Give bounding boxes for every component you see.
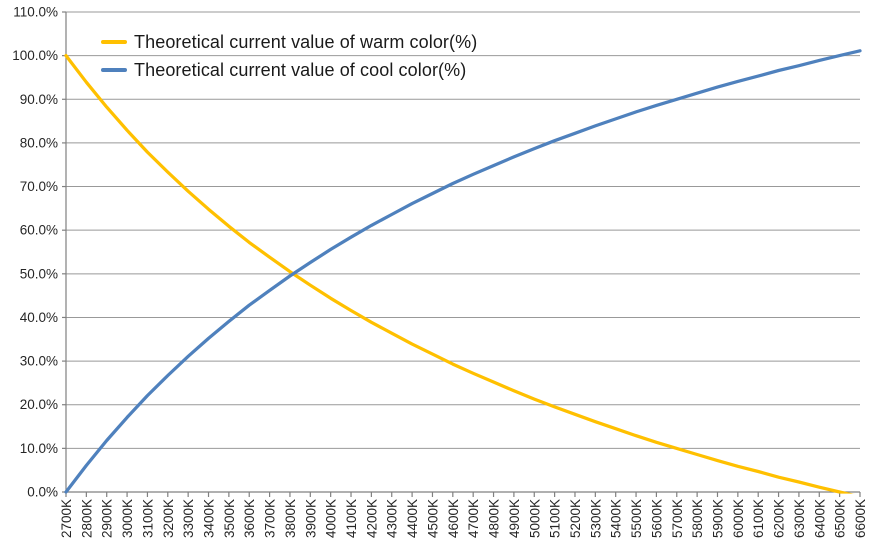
x-tick-label: 3800K	[283, 499, 298, 538]
x-tick-label: 5600K	[649, 499, 664, 538]
x-tick-label: 5800K	[690, 499, 705, 538]
series-line-cool-color	[64, 49, 862, 494]
x-tick-label: 5200K	[568, 499, 583, 538]
legend-label-cool: Theoretical current value of cool color(…	[134, 59, 467, 80]
legend: Theoretical current value of warm color(…	[101, 28, 477, 84]
x-tick-label: 6600K	[853, 499, 868, 538]
x-tick-label: 5300K	[588, 499, 603, 538]
x-tick-label: 6400K	[812, 499, 827, 538]
y-tick-label: 100.0%	[12, 48, 58, 63]
legend-item-cool: Theoretical current value of cool color(…	[101, 56, 477, 84]
x-tick-label: 3700K	[263, 499, 278, 538]
legend-swatch-warm	[101, 40, 127, 44]
x-tick-label: 3300K	[181, 499, 196, 538]
y-tick-label: 0.0%	[27, 485, 58, 500]
x-tick-label: 5900K	[710, 499, 725, 538]
legend-swatch-cool	[101, 68, 127, 72]
x-tick-label: 3500K	[222, 499, 237, 538]
legend-item-warm: Theoretical current value of warm color(…	[101, 28, 477, 56]
y-tick-label: 90.0%	[20, 92, 58, 107]
x-tick-label: 3000K	[120, 499, 135, 538]
y-tick-label: 80.0%	[20, 135, 58, 150]
x-tick-label: 5500K	[629, 499, 644, 538]
x-tick-label: 6200K	[772, 499, 787, 538]
series-line-warm-color	[64, 53, 854, 494]
x-tick-label: 3200K	[161, 499, 176, 538]
x-tick-label: 5700K	[670, 499, 685, 538]
y-tick-label: 20.0%	[20, 397, 58, 412]
y-tick-label: 60.0%	[20, 223, 58, 238]
x-tick-label: 6000K	[731, 499, 746, 538]
x-tick-label: 4900K	[507, 499, 522, 538]
x-tick-label: 3400K	[202, 499, 217, 538]
y-tick-label: 50.0%	[20, 266, 58, 281]
x-tick-label: 4100K	[344, 499, 359, 538]
x-tick-label: 4200K	[364, 499, 379, 538]
x-tick-label: 4700K	[466, 499, 481, 538]
x-tick-label: 3600K	[242, 499, 257, 538]
x-tick-label: 4600K	[446, 499, 461, 538]
x-tick-label: 6300K	[792, 499, 807, 538]
y-tick-label: 110.0%	[13, 5, 58, 20]
x-tick-label: 5000K	[527, 499, 542, 538]
legend-label-warm: Theoretical current value of warm color(…	[134, 31, 478, 52]
x-tick-label: 5400K	[609, 499, 624, 538]
x-tick-label: 2700K	[59, 499, 74, 538]
x-tick-label: 4500K	[425, 499, 440, 538]
x-tick-label: 5100K	[548, 499, 563, 538]
y-tick-label: 70.0%	[20, 179, 58, 194]
y-tick-label: 40.0%	[20, 310, 58, 325]
x-tick-label: 2900K	[100, 499, 115, 538]
x-tick-label: 3900K	[303, 499, 318, 538]
x-tick-label: 4400K	[405, 499, 420, 538]
x-tick-label: 6500K	[833, 499, 848, 538]
x-tick-label: 3100K	[140, 499, 155, 538]
y-tick-label: 30.0%	[20, 354, 58, 369]
x-tick-label: 4300K	[385, 499, 400, 538]
x-tick-label: 4000K	[324, 499, 339, 538]
x-tick-label: 6100K	[751, 499, 766, 538]
x-tick-label: 4800K	[487, 499, 502, 538]
y-tick-label: 10.0%	[20, 441, 58, 456]
x-tick-label: 2800K	[79, 499, 94, 538]
